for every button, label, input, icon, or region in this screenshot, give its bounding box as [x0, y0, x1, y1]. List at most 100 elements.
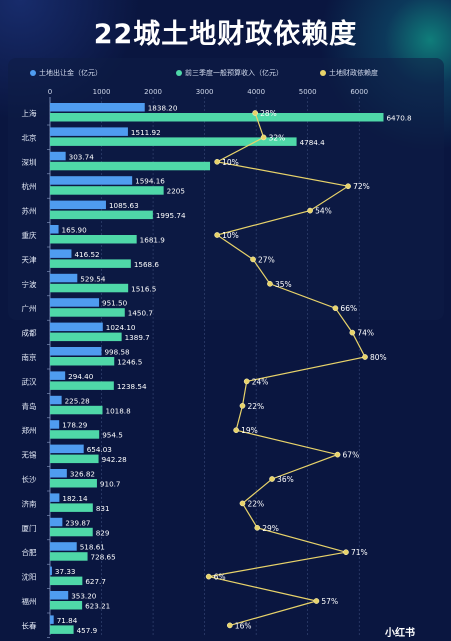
budget-value-label: 1450.7 [128, 309, 153, 318]
category-label: 沈阳 [22, 572, 37, 582]
ratio-line [208, 112, 366, 626]
land-bar [50, 444, 84, 454]
land-bar [50, 322, 103, 332]
land-value-label: 182.14 [62, 494, 88, 503]
category-label: 南京 [22, 352, 37, 362]
x-tick-label: 3000 [196, 88, 214, 96]
budget-value-label: 1246.5 [117, 358, 142, 367]
ratio-value-label: 28% [260, 109, 277, 118]
land-value-label: 326.82 [70, 470, 95, 479]
ratio-point [239, 500, 246, 507]
budget-value-label: 829 [96, 528, 110, 537]
category-label: 苏州 [22, 206, 37, 216]
budget-bar [50, 259, 131, 268]
category-label: 郑州 [22, 425, 37, 435]
ratio-point [313, 598, 320, 604]
land-value-label: 416.52 [74, 250, 99, 259]
ratio-point [239, 402, 246, 409]
budget-bar [50, 430, 100, 439]
budget-value-label: 831 [96, 504, 110, 513]
legend-item-budget: 前三季度一般预算收入（亿元） [176, 68, 283, 78]
budget-bar [50, 479, 97, 488]
x-tick-label: 4000 [247, 88, 265, 96]
category-label: 长沙 [22, 474, 37, 484]
x-tick-label: 0 [48, 88, 52, 96]
category-label: 合肥 [22, 547, 37, 557]
budget-bar [50, 113, 384, 122]
page-title: 22城土地财政依赖度 [93, 19, 358, 50]
budget-value-label: 1238.54 [117, 382, 147, 391]
budget-bar [50, 576, 83, 586]
x-tick-label: 6000 [350, 88, 368, 96]
budget-value-label: 728.65 [91, 553, 116, 562]
ratio-value-label: 19% [241, 426, 258, 435]
land-value-label: 529.54 [80, 274, 106, 283]
category-label: 青岛 [22, 401, 37, 411]
budget-value-label: 1995.74 [156, 211, 186, 220]
budget-bar [50, 527, 93, 537]
land-bar [50, 151, 66, 161]
ratio-value-label: 16% [235, 621, 252, 630]
category-label: 北京 [22, 132, 37, 142]
ratio-point [332, 305, 339, 312]
land-bar [50, 176, 133, 185]
category-label: 厦门 [22, 524, 37, 533]
category-label: 武汉 [22, 376, 37, 386]
budget-bar [50, 332, 122, 342]
land-value-label: 518.61 [80, 543, 105, 552]
land-bar [50, 420, 60, 429]
chart-legend: 土地出让金（亿元） 前三季度一般预算收入（亿元） 土地财政依赖度 [8, 66, 444, 82]
land-bar [50, 591, 69, 600]
budget-bar [50, 357, 115, 366]
land-value-label: 1085.63 [109, 201, 139, 210]
land-bar [50, 395, 62, 405]
land-value-label: 239.87 [65, 518, 90, 527]
ratio-point [250, 256, 256, 263]
land-value-label: 951.50 [102, 299, 128, 308]
budget-bar [50, 405, 103, 415]
ratio-point [254, 524, 261, 531]
budget-bar [50, 454, 99, 464]
ratio-point [260, 134, 267, 141]
ratio-point [226, 622, 233, 629]
ratio-value-label: 66% [340, 304, 357, 313]
ratio-point [362, 354, 368, 360]
ratio-value-label: 71% [351, 548, 368, 557]
budget-value-label: 6470.8 [386, 114, 412, 123]
ratio-value-label: 6% [214, 573, 226, 582]
budget-value-label: 1018.8 [106, 406, 132, 415]
land-bar [50, 517, 63, 527]
ratio-value-label: 27% [258, 255, 275, 264]
budget-value-label: 1516.5 [131, 284, 156, 293]
ratio-point [233, 427, 239, 434]
ratio-value-label: 10% [222, 158, 239, 167]
ratio-value-label: 29% [262, 524, 279, 533]
budget-value-label: 2205 [167, 187, 185, 196]
land-value-label: 1838.20 [148, 104, 178, 113]
ratio-point [267, 280, 273, 287]
budget-bar [50, 210, 153, 220]
land-bar [50, 249, 72, 258]
land-bar [50, 615, 54, 624]
budget-value-label: 623.21 [85, 602, 110, 611]
budget-value-label: 1389.7 [125, 333, 150, 342]
land-value-label: 998.58 [104, 348, 130, 357]
ratio-value-label: 36% [277, 475, 294, 484]
category-label: 重庆 [22, 230, 37, 240]
category-label: 成都 [22, 328, 37, 338]
ratio-point [334, 451, 341, 458]
legend-item-ratio: 土地财政依赖度 [320, 68, 378, 78]
budget-bar [50, 235, 137, 244]
ratio-value-label: 22% [247, 402, 264, 411]
category-label: 宁波 [22, 279, 37, 289]
category-label: 上海 [22, 108, 37, 118]
ratio-point [343, 549, 349, 556]
budget-value-label: 942.28 [102, 455, 128, 464]
ratio-point [214, 158, 220, 165]
ratio-point [307, 207, 313, 214]
x-tick-label: 2000 [144, 88, 162, 96]
land-value-label: 294.40 [68, 372, 94, 381]
category-label: 深圳 [22, 157, 37, 167]
x-tick-label: 1000 [93, 88, 111, 96]
budget-bar [50, 186, 164, 195]
